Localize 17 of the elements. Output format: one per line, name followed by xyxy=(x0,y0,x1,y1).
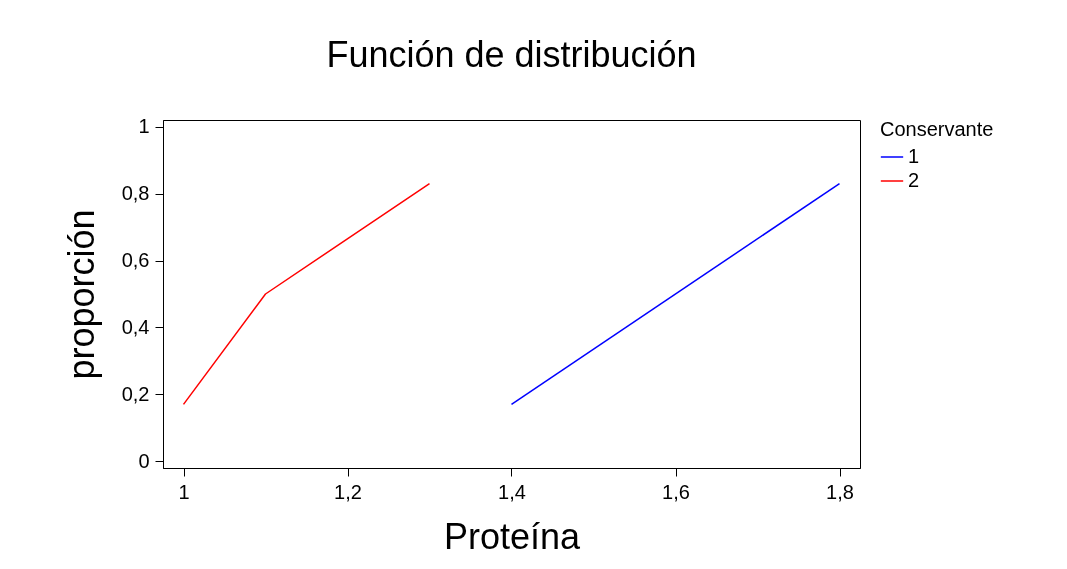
y-tick-label: 0 xyxy=(138,449,150,472)
legend-label: 1 xyxy=(908,145,920,167)
x-tick-label: 1,2 xyxy=(334,480,362,503)
y-axis-title: proporción xyxy=(60,209,102,380)
legend-label: 2 xyxy=(908,169,920,191)
y-tick-label: 0,4 xyxy=(121,315,150,338)
y-tick-label: 0,2 xyxy=(121,382,150,405)
x-tick-label: 1,6 xyxy=(662,480,690,503)
chart-title: Función de distribución xyxy=(326,33,697,75)
x-axis-title: Proteína xyxy=(443,515,582,557)
y-tick-label: 0,6 xyxy=(121,249,150,272)
legend-title: Conservante xyxy=(880,118,994,140)
y-tick-label: 1 xyxy=(138,115,150,138)
x-tick-label: 1,8 xyxy=(826,480,854,503)
x-tick-label: 1,4 xyxy=(498,480,526,503)
y-tick-label: 0,8 xyxy=(121,182,150,205)
x-tick-label: 1 xyxy=(178,480,190,503)
